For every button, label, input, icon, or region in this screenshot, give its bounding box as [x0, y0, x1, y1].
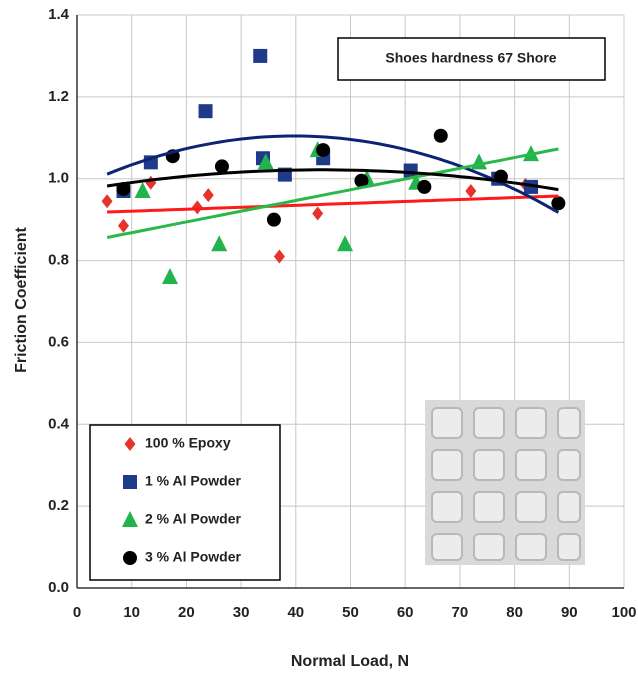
y-tick-label: 0.4 — [48, 415, 70, 432]
annotation-box — [337, 37, 606, 81]
legend-marker — [124, 437, 136, 451]
trend-line — [106, 168, 559, 192]
legend-box — [89, 424, 281, 581]
x-tick-label: 80 — [506, 604, 523, 621]
x-tick-label: 30 — [233, 604, 250, 621]
marker-square — [253, 48, 268, 63]
x-tick-label: 50 — [342, 604, 359, 621]
marker-diamond — [273, 249, 285, 264]
marker-circle — [433, 128, 448, 143]
marker-diamond — [117, 218, 129, 233]
legend-marker — [122, 511, 138, 527]
y-tick-label: 1.2 — [48, 88, 69, 105]
x-tick-label: 70 — [452, 604, 469, 621]
y-tick-label: 0.2 — [48, 497, 69, 514]
legend-marker — [123, 551, 137, 565]
trend-line — [107, 194, 559, 214]
marker-circle — [417, 179, 432, 194]
legend-label: 2 % Al Powder — [145, 511, 242, 527]
x-tick-label: 60 — [397, 604, 414, 621]
marker-circle — [551, 196, 566, 211]
marker-circle — [316, 143, 331, 158]
y-axis-label: Friction Coefficient — [13, 226, 30, 372]
marker-diamond — [312, 206, 324, 221]
marker-triangle — [337, 235, 354, 252]
y-tick-label: 0.0 — [48, 579, 69, 596]
legend-label: 1 % Al Powder — [145, 473, 242, 489]
marker-triangle — [134, 181, 151, 198]
marker-circle — [214, 159, 229, 174]
legend-label: 100 % Epoxy — [145, 435, 231, 451]
marker-circle — [266, 212, 281, 227]
trend-line — [106, 147, 559, 239]
annotation: Shoes hardness 67 Shore — [385, 50, 556, 66]
x-tick-label: 90 — [561, 604, 578, 621]
marker-circle — [354, 173, 369, 188]
x-tick-label: 100 — [611, 604, 636, 621]
marker-square — [198, 104, 213, 119]
inset-photo — [425, 400, 585, 565]
y-tick-label: 0.6 — [48, 333, 69, 350]
legend-label: 3 % Al Powder — [145, 549, 242, 565]
x-tick-label: 20 — [178, 604, 195, 621]
marker-diamond — [465, 183, 477, 198]
x-axis-label: Normal Load, N — [291, 653, 409, 670]
y-tick-label: 1.4 — [48, 6, 70, 23]
marker-diamond — [202, 188, 214, 203]
marker-triangle — [161, 267, 178, 284]
x-tick-label: 40 — [287, 604, 304, 621]
x-tick-label: 10 — [123, 604, 140, 621]
y-tick-label: 1.0 — [48, 170, 69, 187]
marker-diamond — [101, 194, 113, 209]
x-tick-label: 0 — [73, 604, 81, 621]
legend-marker — [123, 475, 137, 489]
marker-triangle — [211, 235, 228, 252]
marker-diamond — [145, 175, 157, 190]
trend-line — [106, 134, 560, 214]
marker-triangle — [257, 153, 274, 170]
y-tick-label: 0.8 — [48, 252, 69, 269]
